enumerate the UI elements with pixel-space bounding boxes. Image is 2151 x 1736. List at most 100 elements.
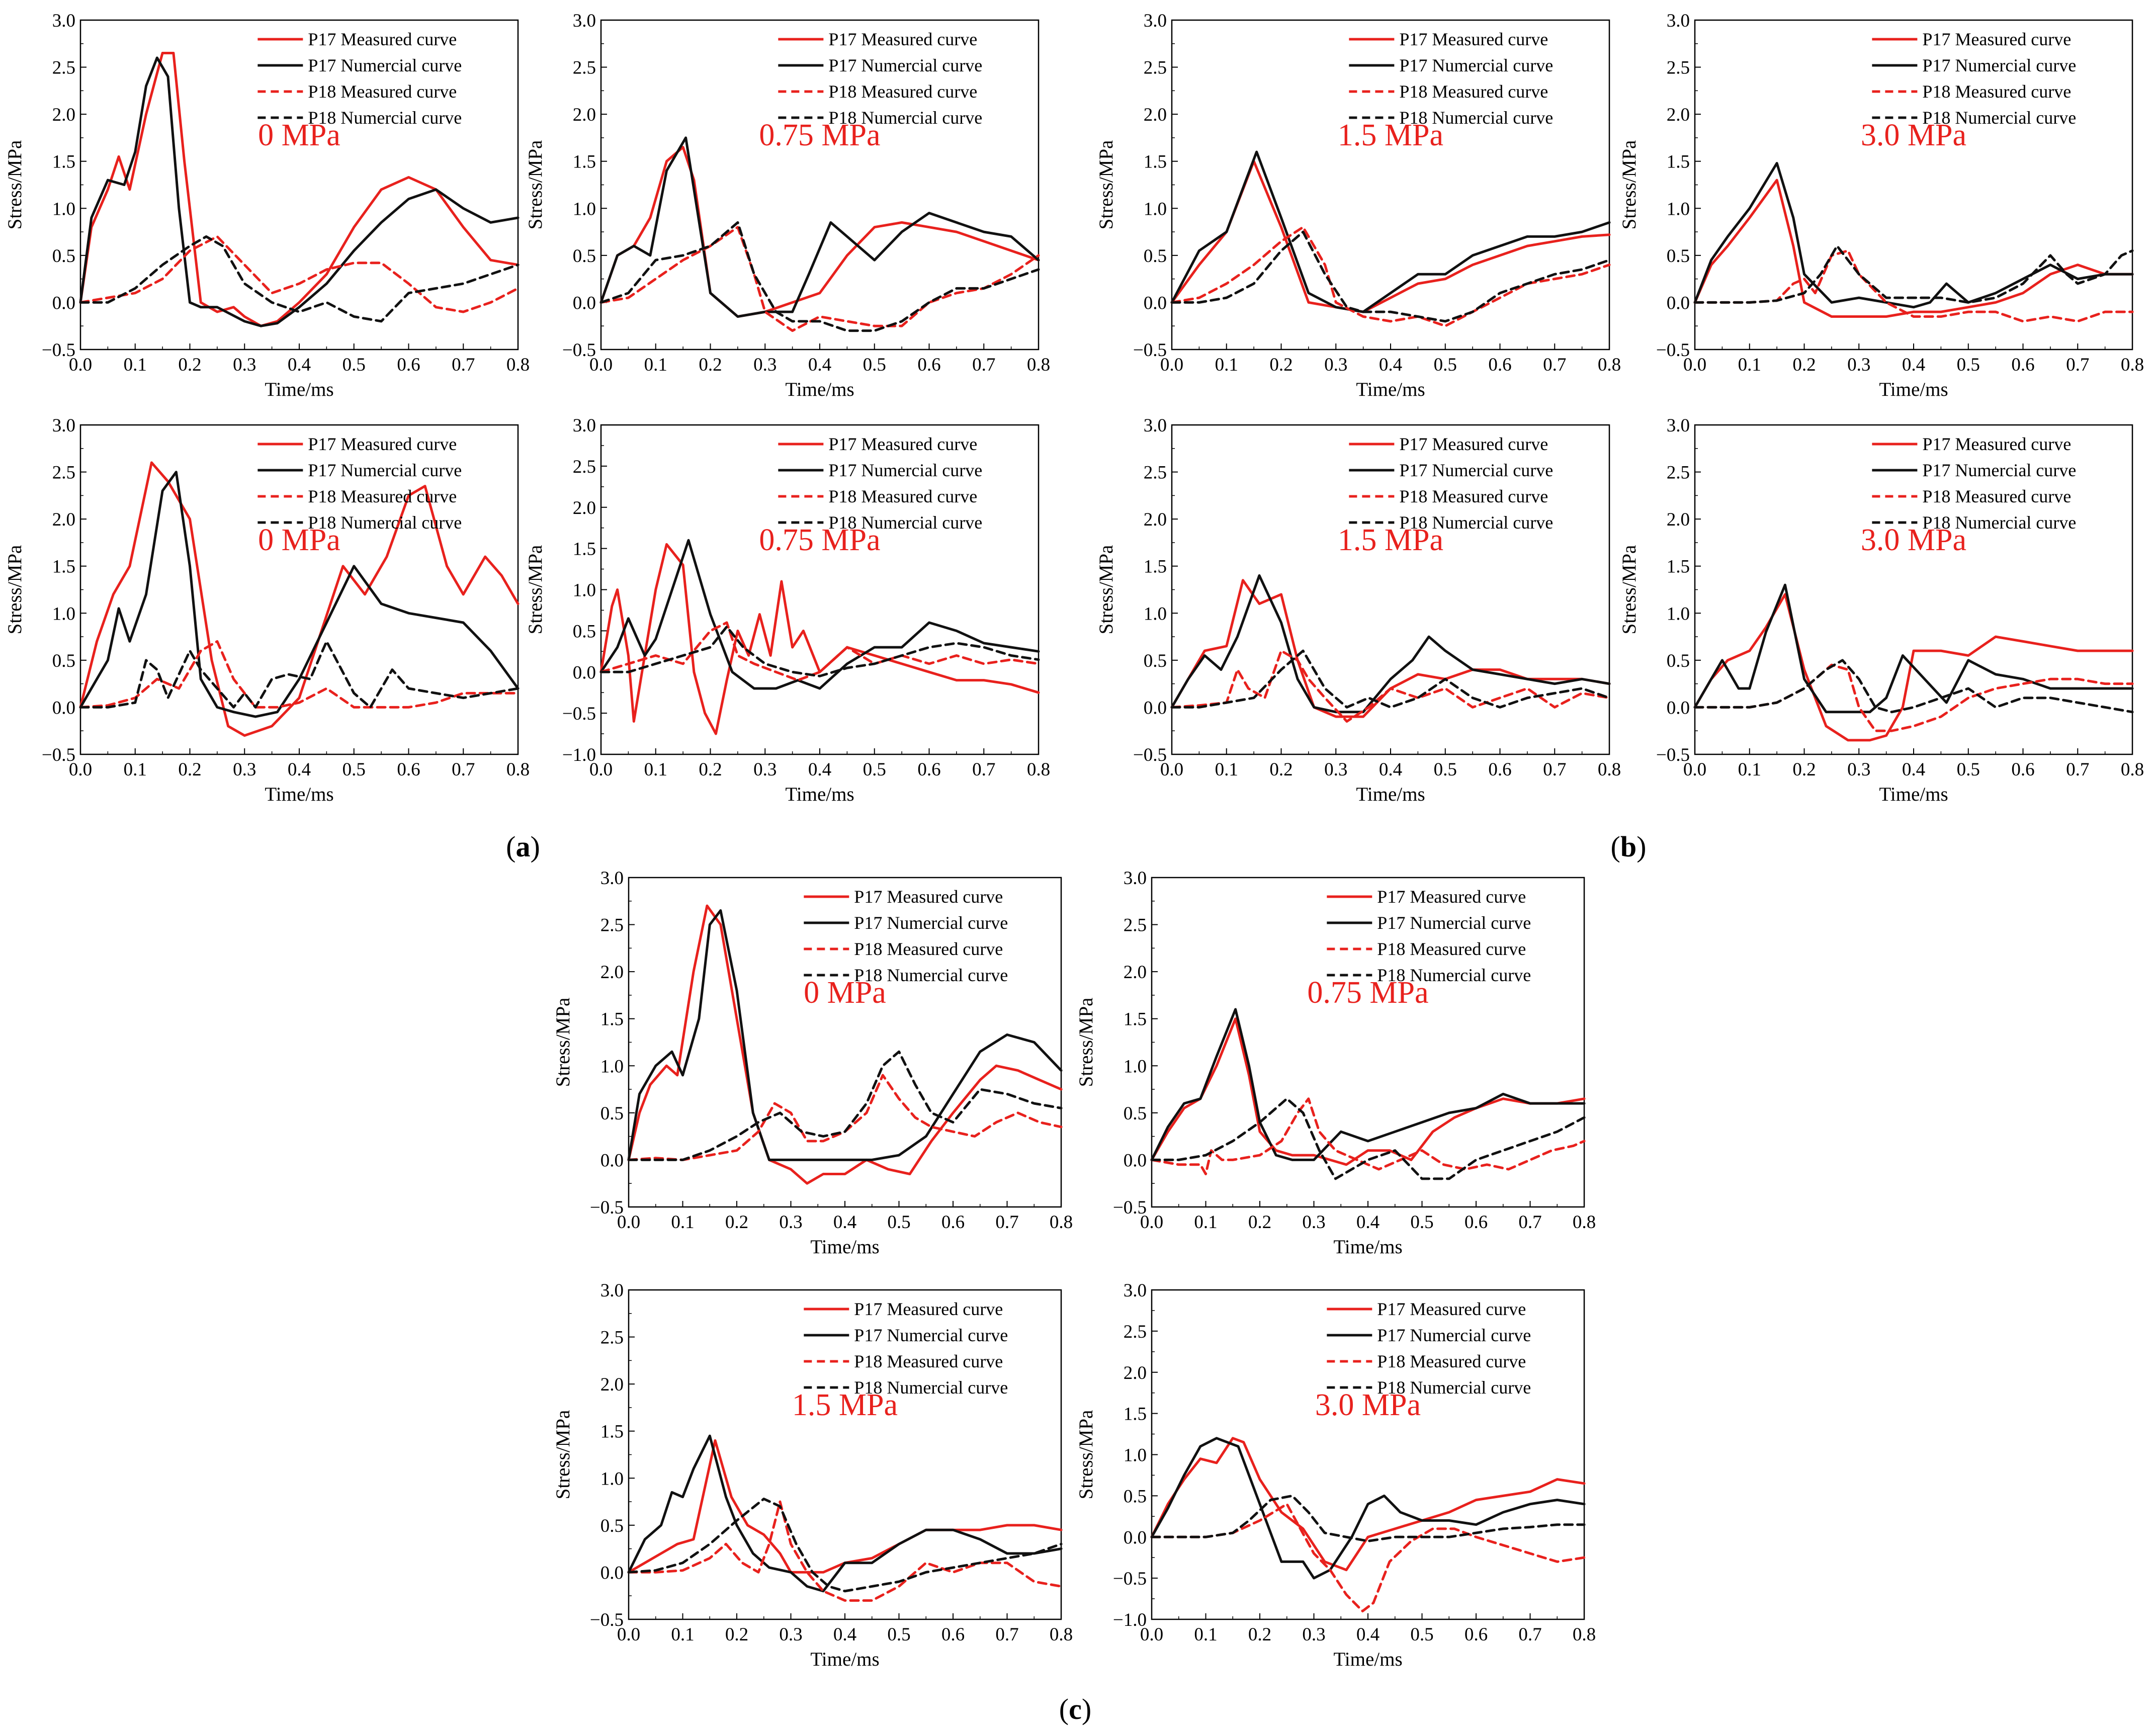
legend-label: P17 Numercial curve bbox=[828, 460, 982, 480]
x-tick-label: 0.8 bbox=[1050, 1624, 1073, 1645]
y-axis-label: Stress/MPa bbox=[1618, 140, 1640, 230]
x-tick-label: 0.5 bbox=[1434, 759, 1457, 780]
legend-label: P18 Numercial curve bbox=[854, 965, 1008, 985]
series-line-2 bbox=[1150, 1437, 1586, 1580]
chart-b-7: 0.0 0.1 0.2 0.3 0.4 0.5 0.6 0.7 0.8−0.50.00.51.0… bbox=[1095, 415, 1621, 805]
y-tick-label: 0.5 bbox=[573, 246, 596, 267]
series-line-4 bbox=[1150, 1097, 1586, 1180]
pressure-annotation: 3.0 MPa bbox=[1315, 1388, 1421, 1422]
x-axis-label: Time/ms bbox=[1879, 379, 1948, 400]
series-line-1 bbox=[599, 146, 1040, 318]
chart-c-10: 0.0 0.1 0.2 0.3 0.4 0.5 0.6 0.7 0.8−0.50.00.51.0… bbox=[1075, 868, 1596, 1258]
y-tick-label: 1.5 bbox=[600, 1422, 624, 1442]
x-tick-label: 0.1 bbox=[124, 355, 147, 375]
y-tick-label: 0.5 bbox=[1124, 1486, 1147, 1507]
x-tick-label: 0.1 bbox=[671, 1624, 694, 1645]
y-tick-label: 1.5 bbox=[1144, 557, 1167, 577]
x-tick-label: 0.1 bbox=[1215, 355, 1238, 375]
legend-label: P18 Measured curve bbox=[1377, 1351, 1526, 1371]
y-tick-label: 3.0 bbox=[600, 1280, 624, 1301]
x-tick-label: 0.3 bbox=[753, 759, 777, 780]
y-axis-label: Stress/MPa bbox=[1095, 545, 1117, 635]
x-tick-label: 0.7 bbox=[452, 759, 475, 780]
y-tick-label: 3.0 bbox=[573, 415, 596, 436]
series-line-4 bbox=[627, 1498, 1063, 1593]
y-tick-label: 3.0 bbox=[1124, 1280, 1147, 1301]
y-axis-label: Stress/MPa bbox=[1095, 140, 1117, 230]
y-axis-label: Stress/MPa bbox=[525, 140, 546, 230]
x-tick-label: 0.5 bbox=[342, 759, 366, 780]
y-axis-label: Stress/MPa bbox=[4, 140, 26, 230]
chart-c-11: 0.0 0.1 0.2 0.3 0.4 0.5 0.6 0.7 0.8−0.50.00.51.0… bbox=[552, 1280, 1073, 1670]
y-tick-label: 2.0 bbox=[1667, 105, 1690, 125]
panel-label-c: (c) bbox=[1059, 1693, 1091, 1725]
y-tick-label: 1.5 bbox=[52, 557, 75, 577]
y-tick-label: 1.0 bbox=[1667, 199, 1690, 219]
x-tick-label: 0.6 bbox=[941, 1624, 965, 1645]
y-tick-label: −0.5 bbox=[1113, 1569, 1147, 1589]
y-tick-label: 2.5 bbox=[1144, 58, 1167, 78]
x-tick-label: 0.0 bbox=[69, 355, 92, 375]
x-tick-label: 0.6 bbox=[1465, 1624, 1488, 1645]
y-tick-label: 0.0 bbox=[573, 662, 596, 683]
series-line-1 bbox=[1150, 1437, 1586, 1572]
pressure-annotation: 1.5 MPa bbox=[1338, 118, 1443, 152]
y-tick-label: −0.5 bbox=[1656, 745, 1690, 765]
y-tick-label: 1.5 bbox=[1667, 557, 1690, 577]
x-tick-label: 0.0 bbox=[617, 1624, 640, 1645]
x-tick-label: 0.0 bbox=[69, 759, 92, 780]
x-tick-label: 0.3 bbox=[233, 355, 256, 375]
pressure-annotation: 0.75 MPa bbox=[759, 523, 880, 557]
series-line-2 bbox=[627, 1434, 1063, 1593]
x-tick-label: 0.0 bbox=[1160, 355, 1183, 375]
y-tick-label: 1.0 bbox=[600, 1468, 624, 1489]
x-tick-label: 0.5 bbox=[1957, 355, 1980, 375]
y-tick-label: 0.0 bbox=[600, 1563, 624, 1583]
x-tick-label: 0.8 bbox=[2121, 355, 2144, 375]
x-axis-label: Time/ms bbox=[785, 379, 854, 400]
chart-c-12: 0.0 0.1 0.2 0.3 0.4 0.5 0.6 0.7 0.8 −1.0 −0.5 0.0 0.… bbox=[1075, 1280, 1596, 1670]
y-tick-label: 2.5 bbox=[573, 457, 596, 477]
y-tick-label: 3.0 bbox=[52, 415, 75, 436]
y-tick-label: 1.5 bbox=[52, 152, 75, 172]
series-line-3 bbox=[1150, 1097, 1586, 1175]
chart-b-5: 0.0 0.1 0.2 0.3 0.4 0.5 0.6 0.7 0.8−0.50.00.51.0… bbox=[4, 415, 530, 805]
legend-label: P17 Numercial curve bbox=[1399, 460, 1553, 480]
chart-c-9: 0.0 0.1 0.2 0.3 0.4 0.5 0.6 0.7 0.8−0.50.00.51.0… bbox=[552, 868, 1073, 1258]
y-tick-label: 0.0 bbox=[600, 1150, 624, 1171]
series-line-3 bbox=[1693, 249, 2134, 323]
x-tick-label: 0.8 bbox=[1598, 355, 1621, 375]
x-tick-label: 0.5 bbox=[1410, 1624, 1433, 1645]
y-tick-label: −0.5 bbox=[1133, 745, 1167, 765]
x-axis-label: Time/ms bbox=[810, 1236, 879, 1258]
y-tick-label: 2.5 bbox=[52, 463, 75, 483]
x-tick-label: 0.0 bbox=[1140, 1624, 1163, 1645]
series-line-4 bbox=[79, 640, 520, 709]
y-tick-label: 2.0 bbox=[573, 498, 596, 518]
y-axis-label: Stress/MPa bbox=[525, 545, 546, 635]
legend-label: P18 Measured curve bbox=[308, 81, 457, 102]
x-tick-label: 0.5 bbox=[1410, 1212, 1433, 1233]
legend-label: P18 Numercial curve bbox=[828, 108, 982, 128]
pressure-annotation: 0.75 MPa bbox=[759, 118, 880, 152]
x-tick-label: 0.2 bbox=[699, 759, 722, 780]
y-tick-label: 1.0 bbox=[600, 1056, 624, 1077]
panel-label-a: (a) bbox=[506, 830, 540, 863]
pressure-annotation: 3.0 MPa bbox=[1861, 523, 1966, 557]
series-line-1 bbox=[79, 52, 520, 327]
series-line-1 bbox=[79, 461, 520, 737]
x-tick-label: 0.0 bbox=[617, 1212, 640, 1233]
y-tick-label: 2.0 bbox=[1124, 1363, 1147, 1383]
x-tick-label: 0.3 bbox=[233, 759, 256, 780]
y-tick-label: 0.5 bbox=[1667, 651, 1690, 671]
x-tick-label: 0.6 bbox=[917, 355, 940, 375]
y-axis-label: Stress/MPa bbox=[1618, 545, 1640, 635]
x-tick-label: 0.1 bbox=[671, 1212, 694, 1233]
legend-label: P18 Numercial curve bbox=[828, 512, 982, 533]
legend-label: P17 Numercial curve bbox=[1377, 1325, 1531, 1345]
series-line-4 bbox=[1170, 649, 1611, 709]
series-line-4 bbox=[599, 625, 1040, 677]
series-line-4 bbox=[627, 1050, 1063, 1161]
x-tick-label: 0.1 bbox=[1194, 1624, 1217, 1645]
